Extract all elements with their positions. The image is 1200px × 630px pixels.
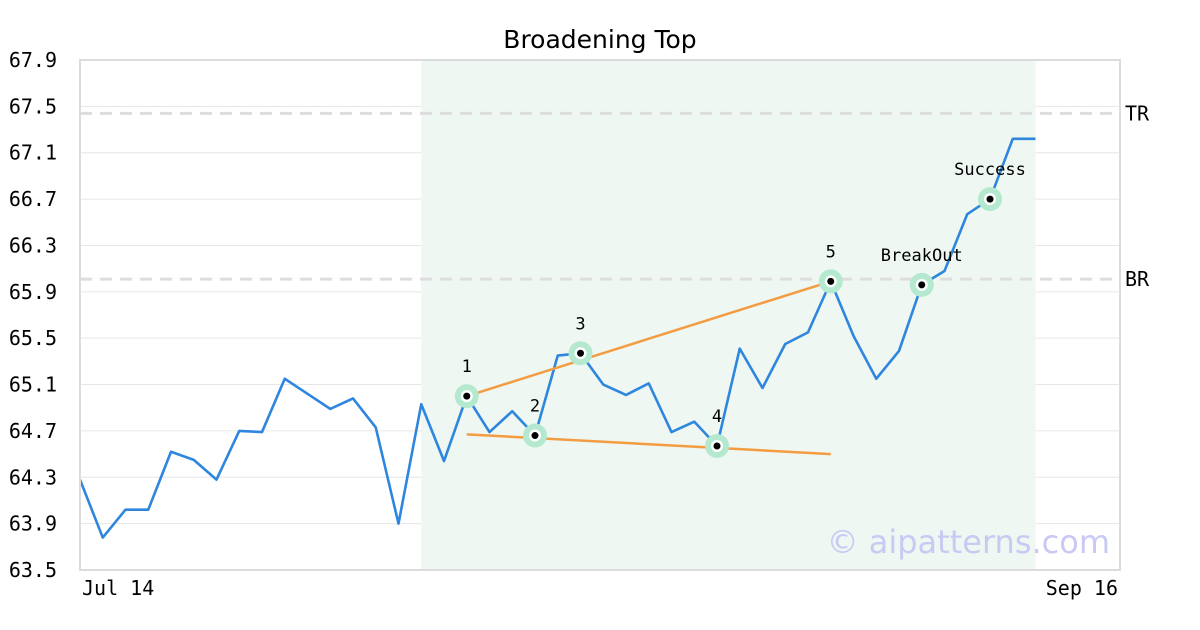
trend-line: [466, 280, 832, 398]
y-tick-label: 65.9: [9, 280, 57, 304]
pattern-point-dot: [918, 281, 926, 289]
x-axis: Jul 14 Sep 16: [82, 576, 1118, 600]
x-tick-label: Jul 14: [82, 576, 154, 600]
pattern-point-dot: [463, 392, 471, 400]
pattern-point-dot: [577, 349, 584, 357]
highlight-region: [421, 60, 1036, 570]
y-tick-label: 67.5: [9, 94, 57, 118]
y-tick-label: 67.9: [9, 48, 57, 72]
pattern-point-label: BreakOut: [881, 246, 963, 266]
price-line: [78, 137, 1036, 539]
reference-lines: TR BR: [80, 101, 1150, 291]
watermark: © aipatterns.com: [827, 523, 1110, 561]
y-tick-label: 64.3: [9, 465, 57, 489]
pattern-point-label: 1: [462, 357, 472, 377]
pattern-region: [421, 60, 1036, 570]
pattern-point-dot: [531, 432, 539, 440]
chart-title: Broadening Top: [503, 25, 696, 54]
pattern-point-label: Success: [954, 160, 1026, 180]
plot-frame: [79, 59, 1121, 571]
x-tick-label: Sep 16: [1046, 576, 1118, 600]
y-tick-label: 64.7: [9, 419, 57, 443]
y-tick-label: 63.9: [9, 512, 57, 536]
y-axis: 63.5 63.9 64.3 64.7 65.1 65.5 65.9 66.3 66.7 67.1…: [9, 48, 57, 582]
reference-label: BR: [1125, 267, 1150, 291]
y-tick-label: 63.5: [9, 558, 57, 582]
pattern-point-label: 5: [826, 242, 836, 262]
pattern-point-dot: [713, 442, 721, 450]
y-tick-label: 65.5: [9, 326, 57, 350]
pattern-point-dot: [827, 277, 835, 285]
pattern-point-label: 4: [712, 407, 722, 427]
y-tick-label: 65.1: [9, 373, 57, 397]
series-layer: [78, 137, 1036, 539]
y-tick-label: 66.7: [9, 187, 57, 211]
pattern-point-label: 3: [575, 314, 585, 334]
reference-label: TR: [1125, 101, 1150, 125]
pattern-point-label: 2: [530, 397, 540, 417]
pattern-point-dot: [986, 195, 994, 203]
y-tick-label: 66.3: [9, 233, 57, 257]
pattern-points: 1 2 3 4 5 BreakOut Success: [454, 160, 1026, 458]
y-tick-label: 67.1: [9, 141, 57, 165]
